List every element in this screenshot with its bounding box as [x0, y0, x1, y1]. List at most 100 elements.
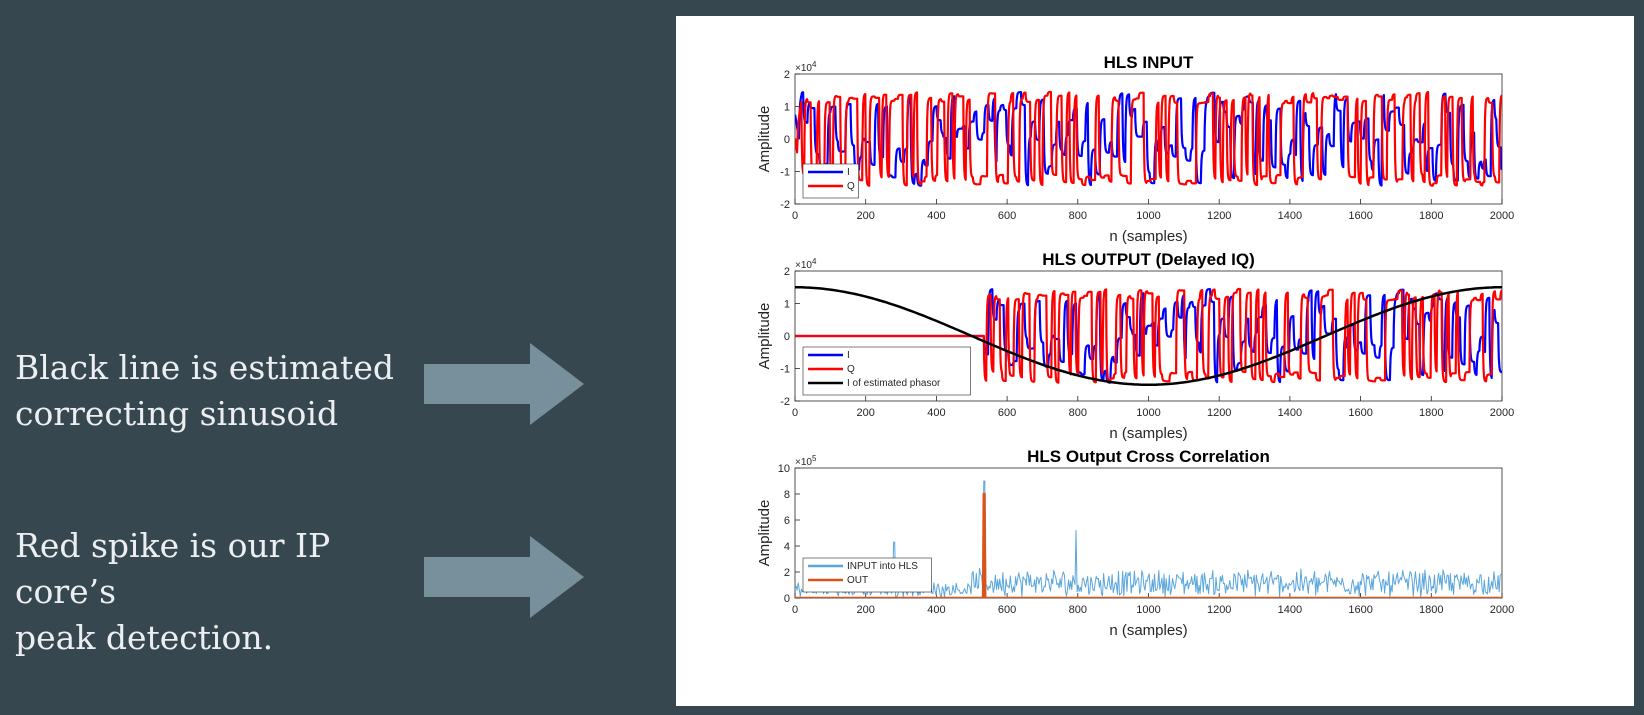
x-axis-label: n (samples) — [1109, 425, 1187, 442]
y-tick-label: 10 — [778, 463, 790, 475]
right-arrow-icon — [424, 343, 584, 425]
y-tick-label: -1 — [780, 364, 790, 376]
note-line: correcting sinusoid — [15, 394, 339, 433]
x-axis-label: n (samples) — [1109, 622, 1187, 639]
note-line: peak detection. — [15, 618, 274, 657]
subplot-3: HLS Output Cross Correlation ×105 0 200 400 6… — [756, 447, 1514, 639]
y-axis-label: Amplitude — [756, 106, 773, 173]
multiplier-base: ×10 — [795, 260, 812, 271]
multiplier-base: ×10 — [795, 63, 812, 74]
plot-title: HLS Output Cross Correlation — [1027, 447, 1270, 466]
legend-box — [802, 557, 932, 593]
y-tick-label: 8 — [784, 489, 790, 501]
x-tick-label: 200 — [857, 210, 875, 222]
x-tick-label: 1800 — [1419, 407, 1443, 419]
y-tick-label: 6 — [784, 515, 790, 527]
right-arrow-icon — [424, 536, 584, 618]
matlab-figure: HLS INPUT ×104 0 200 400 600 800 1000 1200 1400 16… — [676, 16, 1634, 706]
note-line: Black line is estimated — [15, 348, 394, 387]
series-line-0 — [795, 480, 1502, 598]
note-line: Red spike is our IP core’s — [15, 526, 331, 611]
x-tick-label: 1000 — [1136, 604, 1160, 616]
legend-box — [802, 163, 859, 199]
legend-label: Q — [847, 181, 855, 192]
x-tick-label: 0 — [792, 604, 798, 616]
x-tick-label: 2000 — [1490, 407, 1514, 419]
legend: INPUT into HLS OUT — [802, 557, 932, 593]
x-tick-label: 200 — [857, 604, 875, 616]
note-black-line: Black line is estimated correcting sinus… — [15, 345, 435, 437]
multiplier-exponent: 4 — [812, 60, 817, 69]
x-tick-label: 800 — [1069, 210, 1087, 222]
legend-label: INPUT into HLS — [847, 561, 918, 572]
series-line-0 — [795, 91, 1502, 187]
x-tick-label: 2000 — [1490, 210, 1514, 222]
x-tick-label: 800 — [1069, 407, 1087, 419]
axis-multiplier: ×104 — [795, 60, 817, 74]
x-tick-label: 1400 — [1278, 210, 1302, 222]
x-tick-label: 1400 — [1278, 407, 1302, 419]
x-tick-label: 200 — [857, 407, 875, 419]
subplot-1: HLS INPUT ×104 0 200 400 600 800 1000 1200 1400 16… — [756, 53, 1514, 245]
legend: IQ I of estimated phasor — [802, 346, 971, 396]
x-tick-label: 800 — [1069, 604, 1087, 616]
x-tick-label: 1800 — [1419, 210, 1443, 222]
y-tick-label: 4 — [784, 541, 790, 553]
y-tick-label: 0 — [784, 593, 790, 605]
y-tick-label: 0 — [784, 331, 790, 343]
x-tick-label: 600 — [998, 407, 1016, 419]
x-tick-label: 600 — [998, 604, 1016, 616]
legend-label: Q — [847, 364, 855, 375]
note-red-spike: Red spike is our IP core’s peak detectio… — [15, 523, 435, 661]
x-tick-label: 400 — [927, 407, 945, 419]
x-tick-label: 1600 — [1348, 604, 1372, 616]
y-tick-label: 1 — [784, 299, 790, 311]
subplot-2: HLS OUTPUT (Delayed IQ) ×104 0 200 400 600 800… — [756, 250, 1514, 442]
plot-title: HLS INPUT — [1104, 53, 1194, 72]
multiplier-base: ×10 — [795, 457, 812, 468]
x-tick-label: 1800 — [1419, 604, 1443, 616]
series-line-2 — [795, 286, 1502, 387]
y-tick-label: 2 — [784, 69, 790, 81]
x-tick-label: 1600 — [1348, 407, 1372, 419]
legend-label: OUT — [847, 575, 868, 586]
axis-multiplier: ×104 — [795, 257, 817, 271]
y-axis-label: Amplitude — [756, 500, 773, 567]
series-line-1 — [795, 287, 1502, 384]
x-tick-label: 1600 — [1348, 210, 1372, 222]
x-tick-label: 1200 — [1207, 604, 1231, 616]
series-line-1 — [795, 90, 1502, 187]
plot-area — [795, 90, 1502, 187]
x-tick-label: 2000 — [1490, 604, 1514, 616]
legend: IQ — [802, 163, 859, 199]
plot-area — [795, 286, 1502, 387]
y-tick-label: -1 — [780, 167, 790, 179]
legend-label: I of estimated phasor — [847, 378, 941, 389]
y-tick-label: 0 — [784, 134, 790, 146]
y-tick-label: -2 — [780, 396, 790, 408]
x-tick-label: 0 — [792, 210, 798, 222]
axis-multiplier: ×105 — [795, 454, 817, 468]
legend-label: I — [847, 167, 850, 178]
x-tick-label: 600 — [998, 210, 1016, 222]
x-tick-label: 1000 — [1136, 407, 1160, 419]
y-tick-label: 2 — [784, 266, 790, 278]
y-tick-label: 1 — [784, 102, 790, 114]
x-tick-label: 400 — [927, 604, 945, 616]
x-tick-label: 0 — [792, 407, 798, 419]
legend-label: I — [847, 350, 850, 361]
multiplier-exponent: 5 — [812, 454, 817, 463]
plot-title: HLS OUTPUT (Delayed IQ) — [1042, 250, 1255, 269]
x-axis-label: n (samples) — [1109, 228, 1187, 245]
y-axis-label: Amplitude — [756, 303, 773, 370]
x-tick-label: 1200 — [1207, 407, 1231, 419]
y-tick-label: 2 — [784, 567, 790, 579]
y-tick-label: -2 — [780, 199, 790, 211]
multiplier-exponent: 4 — [812, 257, 817, 266]
x-tick-label: 400 — [927, 210, 945, 222]
x-tick-label: 1000 — [1136, 210, 1160, 222]
x-tick-label: 1200 — [1207, 210, 1231, 222]
series-line-1 — [795, 492, 1502, 598]
x-tick-label: 1400 — [1278, 604, 1302, 616]
